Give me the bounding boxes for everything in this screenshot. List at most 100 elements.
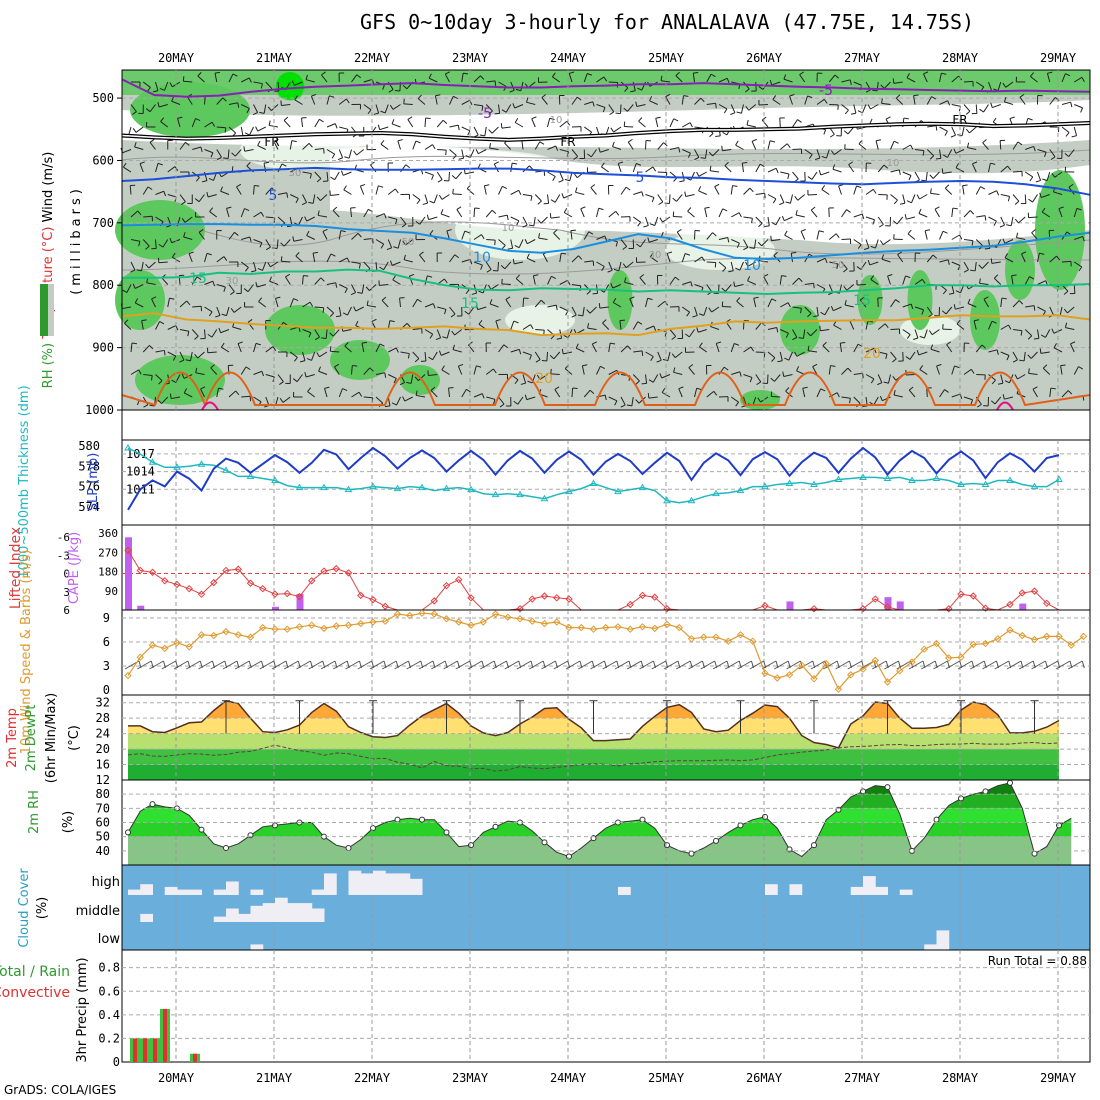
wind-barb-flag bbox=[231, 166, 234, 172]
wind-barb bbox=[735, 144, 744, 150]
wind-barb-flag bbox=[820, 388, 826, 392]
axis-label-lifted: Lifted Index bbox=[8, 527, 24, 609]
wind-barb-flag bbox=[218, 327, 222, 333]
wind-barb bbox=[387, 188, 396, 195]
wind-barb bbox=[167, 325, 177, 330]
wind-barb-flag bbox=[1014, 200, 1020, 205]
wind-barb bbox=[167, 298, 170, 308]
wind-barb bbox=[767, 140, 771, 150]
wind-barb-flag bbox=[627, 345, 632, 350]
rh-point bbox=[394, 816, 401, 823]
wind-barb-flag bbox=[794, 351, 798, 357]
thickness-point bbox=[418, 483, 426, 491]
wind-barb-flag bbox=[146, 87, 151, 92]
wind-barb bbox=[143, 215, 153, 218]
wind-barb bbox=[946, 344, 953, 353]
cape-bar bbox=[884, 597, 892, 610]
cloud-level-label: low bbox=[98, 932, 121, 947]
panel-frame-cape bbox=[121, 524, 1091, 611]
wind-barb bbox=[800, 231, 806, 240]
wind-barb-flag bbox=[969, 210, 975, 215]
wind-barb-flag bbox=[515, 274, 520, 279]
wind-barb-flag bbox=[881, 98, 883, 104]
wind-barb-flag bbox=[489, 299, 493, 305]
wind-barb-flag bbox=[770, 377, 775, 382]
wind-barb bbox=[314, 148, 324, 150]
wind-barb-flag bbox=[223, 157, 229, 159]
wind-barb bbox=[887, 275, 891, 285]
wind-barb-flag bbox=[913, 94, 919, 97]
wind-barb-flag bbox=[929, 174, 934, 179]
wind-barb-flag bbox=[380, 243, 385, 249]
wind-barb-flag bbox=[966, 142, 970, 148]
wind-barb bbox=[173, 660, 189, 670]
wind-barb-flag bbox=[453, 95, 458, 100]
lifted-point bbox=[308, 577, 316, 585]
rh-light-patch bbox=[505, 305, 575, 335]
wind-barb-flag bbox=[539, 141, 545, 145]
wind-barb-flag bbox=[587, 323, 590, 329]
wind10-point bbox=[210, 631, 218, 640]
wind-barb-flag bbox=[443, 278, 448, 284]
wind-barb bbox=[434, 95, 438, 105]
wind-barb-flag bbox=[533, 274, 539, 277]
wind-barb bbox=[587, 327, 597, 330]
wind-barb-flag bbox=[1041, 207, 1046, 213]
rh-point bbox=[419, 816, 425, 823]
wind-barb bbox=[620, 396, 626, 406]
thickness-point bbox=[761, 482, 769, 490]
date-label-bottom: 29MAY bbox=[1040, 1071, 1077, 1085]
wind-barb-flag bbox=[1064, 153, 1070, 157]
wind-barb-flag bbox=[941, 72, 947, 75]
wind-barb-flag bbox=[157, 162, 163, 166]
wind-barb bbox=[399, 297, 401, 308]
wind-barb bbox=[833, 306, 842, 312]
wind-barb bbox=[627, 104, 634, 112]
wind-barb bbox=[780, 329, 789, 334]
wind-barb-flag bbox=[244, 208, 250, 211]
wind-barb bbox=[865, 216, 875, 221]
wind-barb bbox=[877, 164, 885, 173]
wind-barb bbox=[302, 351, 306, 361]
wind-barb-flag bbox=[438, 350, 442, 356]
date-label-top: 26MAY bbox=[746, 51, 783, 65]
wind-barb-flag bbox=[956, 319, 961, 325]
wind-barb-flag bbox=[1071, 135, 1077, 138]
tick-label: 3 bbox=[103, 659, 110, 673]
thickness-point bbox=[687, 496, 696, 504]
wind-barb bbox=[846, 284, 855, 291]
wind-barb bbox=[945, 660, 960, 670]
wind10-point bbox=[981, 639, 990, 648]
wind-barb bbox=[682, 122, 691, 128]
lifted-point bbox=[234, 565, 242, 573]
cloud-bar-middle bbox=[287, 903, 300, 922]
wind-barb bbox=[461, 73, 464, 83]
axis-label-unit: (%) bbox=[61, 811, 76, 834]
wind-barb-flag bbox=[1080, 107, 1084, 113]
wind-barb bbox=[139, 163, 144, 173]
wind-barb-flag bbox=[592, 101, 595, 107]
wind-barb bbox=[240, 261, 249, 268]
wind-barb-flag bbox=[862, 373, 864, 379]
wind-barb-flag bbox=[147, 186, 153, 191]
wind-barb bbox=[522, 297, 525, 308]
wind-barb bbox=[755, 216, 763, 224]
wind-barb-flag bbox=[353, 150, 358, 156]
wind-barb-flag bbox=[1051, 328, 1055, 334]
wind-barb bbox=[473, 261, 483, 266]
wind-barb-flag bbox=[554, 386, 560, 390]
wind-barb bbox=[681, 171, 685, 181]
wind10-point bbox=[712, 633, 720, 641]
run-total: Run Total = 0.88 bbox=[988, 954, 1087, 968]
wind-barb-flag bbox=[221, 313, 227, 317]
wind-barb bbox=[369, 660, 385, 670]
axis-label-convective: Convective bbox=[0, 985, 70, 1001]
wind-barb bbox=[198, 660, 213, 670]
wind-barb bbox=[293, 81, 303, 86]
wind-barb bbox=[718, 208, 724, 218]
wind-barb-flag bbox=[272, 346, 277, 351]
tick-label: 180 bbox=[98, 566, 118, 579]
wind-barb bbox=[449, 149, 457, 156]
wind-barb-flag bbox=[329, 312, 335, 317]
wind-barb-flag bbox=[971, 240, 974, 246]
